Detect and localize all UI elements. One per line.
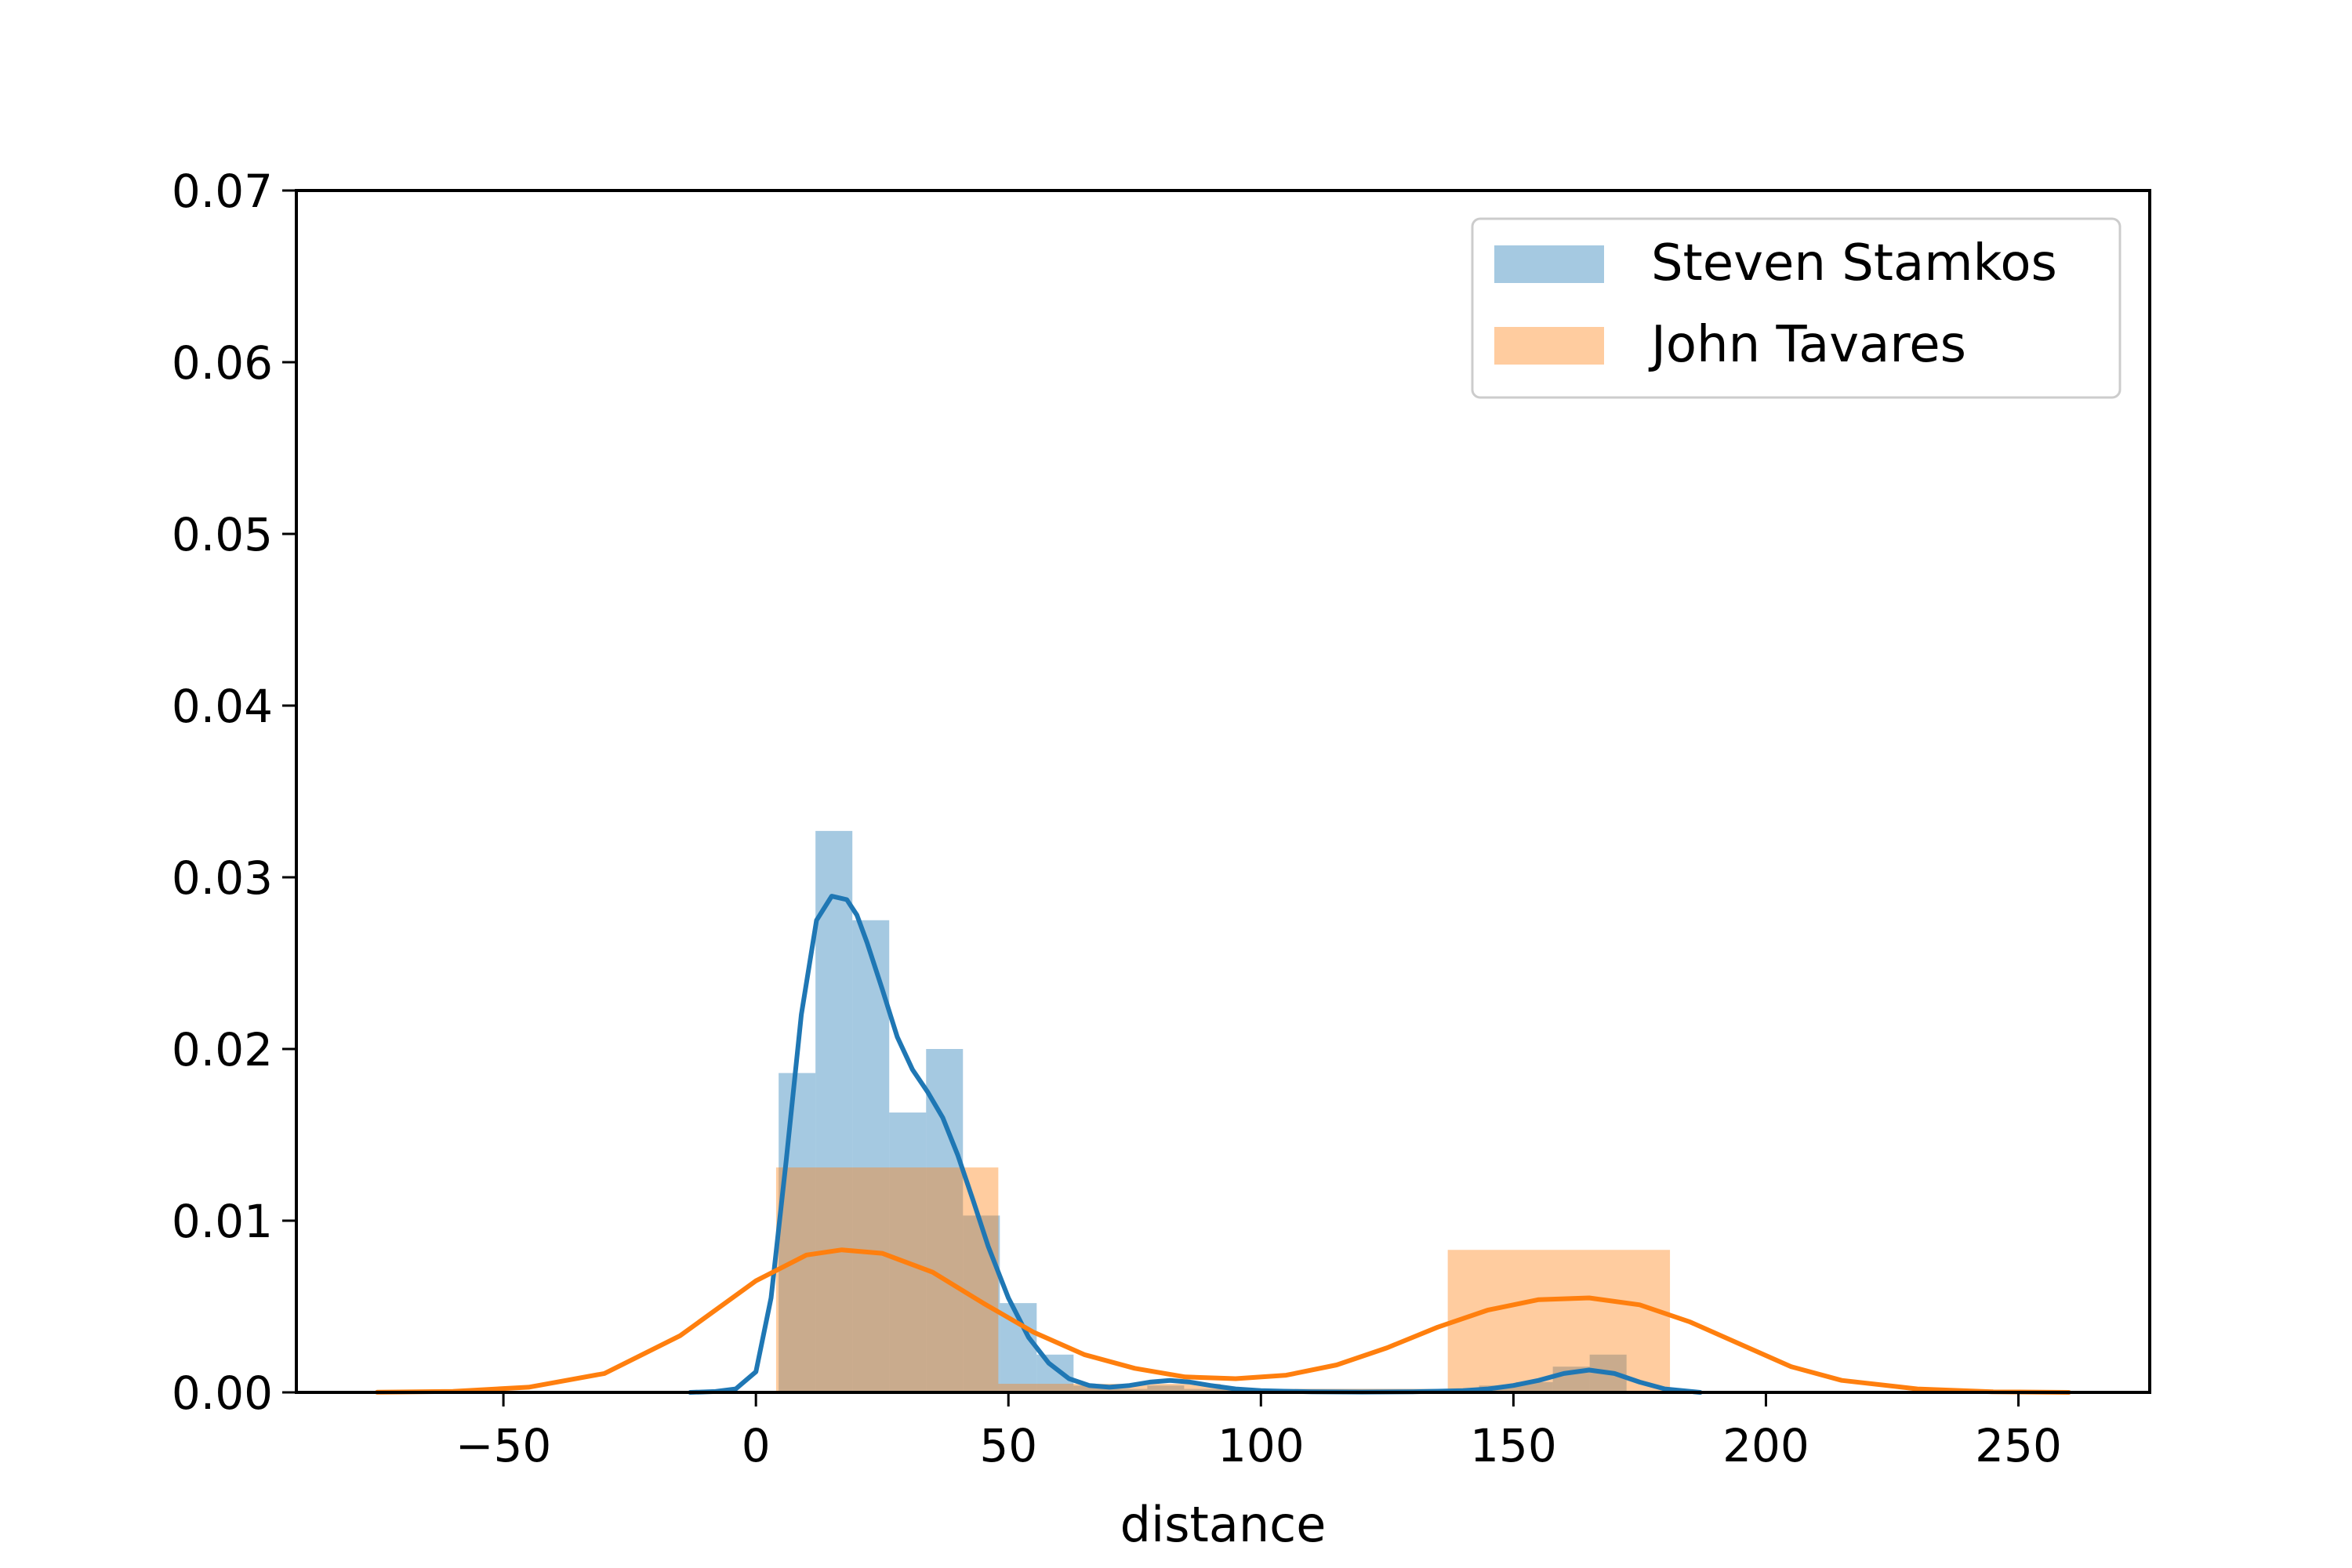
x-axis-label: distance <box>1120 1496 1327 1553</box>
legend: Steven Stamkos John Tavares <box>1471 217 2122 399</box>
x-tick-label: 250 <box>1975 1419 2062 1472</box>
histogram-bar-1-5 <box>926 1049 964 1392</box>
histogram-bar-1-10 <box>1110 1388 1148 1392</box>
histogram-bar-2-4 <box>1447 1250 1671 1392</box>
histogram-bar-1-11 <box>1147 1385 1185 1392</box>
x-tick-label: −50 <box>456 1419 551 1472</box>
y-tick-label: 0.06 <box>172 336 273 390</box>
y-axis-ticks: 0.00 0.01 0.02 0.03 0.04 0.05 0.06 0.07 <box>172 165 296 1420</box>
y-tick-label: 0.05 <box>172 508 273 561</box>
histogram-bar-1-8 <box>1036 1354 1074 1392</box>
y-tick-label: 0.04 <box>172 680 273 733</box>
histogram-bar-1-1 <box>779 1073 816 1392</box>
legend-entry-label: John Tavares <box>1648 316 1966 374</box>
legend-box <box>1471 217 2122 399</box>
x-tick-label: 200 <box>1722 1419 1809 1472</box>
histogram-bar-1-9 <box>1073 1385 1111 1392</box>
legend-entry-label: Steven Stamkos <box>1651 234 2057 292</box>
plot-frame <box>295 189 2151 1394</box>
y-tick-label: 0.01 <box>172 1195 273 1248</box>
histogram-bar-1-4 <box>889 1112 927 1392</box>
legend-swatch <box>1494 327 1604 365</box>
kde-curves <box>375 894 2071 1395</box>
histogram-bar-1-12 <box>1184 1388 1221 1392</box>
x-tick-label: 150 <box>1470 1419 1557 1472</box>
y-tick-label: 0.03 <box>172 851 273 905</box>
y-tick-label: 0.00 <box>172 1367 273 1420</box>
x-tick-label: 0 <box>742 1419 771 1472</box>
x-axis-ticks: −50 0 50 100 150 200 250 <box>456 1392 2062 1472</box>
y-tick-label: 0.07 <box>172 165 273 218</box>
y-tick-label: 0.02 <box>172 1023 273 1076</box>
histogram-bar-1-2 <box>815 830 853 1392</box>
histogram-bar-2-1 <box>775 1167 999 1392</box>
x-tick-label: 100 <box>1218 1419 1305 1472</box>
legend-swatch <box>1494 245 1604 283</box>
kde-line-2 <box>375 1247 2071 1395</box>
kde-line-1 <box>688 894 1703 1395</box>
x-tick-label: 50 <box>979 1419 1037 1472</box>
